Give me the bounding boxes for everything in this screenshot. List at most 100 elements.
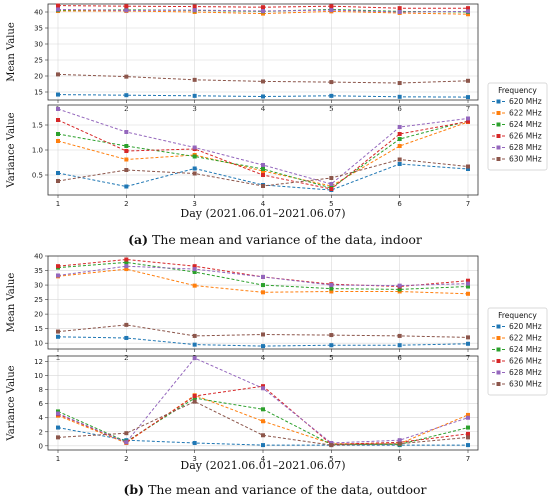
data-point xyxy=(397,137,402,141)
legend-swatch-marker xyxy=(496,370,501,375)
data-point xyxy=(56,107,60,111)
data-point xyxy=(329,187,334,191)
y-tick-label: 6 xyxy=(39,400,44,408)
legend-swatch-marker xyxy=(496,336,501,340)
x-tick-label: 6 xyxy=(397,455,402,463)
data-point xyxy=(56,139,60,143)
y-axis-label: Variance Value xyxy=(6,112,17,188)
data-point xyxy=(124,431,129,436)
data-point xyxy=(261,344,265,349)
data-point xyxy=(192,283,197,288)
data-point xyxy=(397,125,402,129)
data-point xyxy=(56,435,60,440)
data-point xyxy=(329,286,334,291)
data-point xyxy=(56,179,60,183)
data-point xyxy=(56,7,60,12)
y-axis-label: Variance Value xyxy=(6,365,17,441)
data-point xyxy=(466,425,470,430)
data-point xyxy=(124,74,129,79)
data-point xyxy=(261,384,265,389)
figure-a: 15 20 25 30 35 40 1 2 3 4 5 6 7 Mean Value 0.5 1.0 1.5 1 2… xyxy=(6,3,548,247)
data-point xyxy=(124,260,129,265)
data-point xyxy=(56,3,60,8)
data-point xyxy=(56,425,60,430)
legend-label: 622 MHz xyxy=(509,109,542,118)
data-point xyxy=(329,443,334,448)
data-point xyxy=(261,433,265,438)
data-point xyxy=(466,415,470,420)
series-626-mhz xyxy=(56,3,470,11)
data-point xyxy=(56,273,60,278)
data-point xyxy=(124,184,129,189)
legend-swatch-marker xyxy=(496,359,501,363)
y-tick-label: 40 xyxy=(34,253,43,261)
data-point xyxy=(466,116,470,121)
data-point xyxy=(261,163,265,167)
series-630-mhz xyxy=(56,399,470,448)
y-tick-label: 20 xyxy=(34,311,43,319)
data-point xyxy=(56,264,60,269)
x-tick-label: 3 xyxy=(192,200,196,208)
data-point xyxy=(261,5,265,10)
legend-title: Frequency xyxy=(498,86,537,95)
caption-text: The mean and variance of the data, indoo… xyxy=(148,232,422,247)
caption-letter: (b) xyxy=(124,482,145,497)
data-point xyxy=(397,283,402,288)
series-628-mhz xyxy=(56,356,470,445)
data-point xyxy=(329,182,334,186)
data-point xyxy=(397,157,402,162)
panel-b-mean: 101520253035401234567Mean Value xyxy=(6,253,479,362)
y-tick-label: 15 xyxy=(34,89,43,97)
data-point xyxy=(397,94,402,99)
data-point xyxy=(192,93,197,98)
series-620-mhz xyxy=(56,334,470,349)
data-point xyxy=(56,411,60,416)
legend-box xyxy=(487,82,548,171)
legend: Frequency 620 MHz 622 MHz 624 MHz 626 MHz 628… xyxy=(487,307,548,396)
data-point xyxy=(466,9,470,14)
data-point xyxy=(192,269,197,274)
x-tick-label: 3 xyxy=(192,455,196,463)
data-point xyxy=(261,290,265,295)
data-point xyxy=(261,79,265,84)
data-point xyxy=(192,440,197,445)
y-tick-label: 8 xyxy=(39,386,43,394)
data-point xyxy=(124,264,129,269)
data-point xyxy=(124,168,129,172)
data-point xyxy=(192,396,197,401)
data-point xyxy=(124,144,129,148)
y-tick-label: 10 xyxy=(34,340,43,348)
y-tick-label: 2 xyxy=(39,428,43,436)
data-point xyxy=(124,257,129,262)
data-point xyxy=(124,8,129,13)
data-point xyxy=(329,8,334,13)
data-point xyxy=(329,80,334,85)
data-point xyxy=(192,399,197,404)
x-tick-label: 4 xyxy=(261,455,266,463)
data-point xyxy=(192,166,197,171)
data-point xyxy=(329,343,334,348)
data-point xyxy=(466,78,470,83)
data-point xyxy=(397,438,402,443)
caption-text: The mean and variance of the data, outdo… xyxy=(144,482,426,497)
legend-box xyxy=(487,307,548,396)
data-point xyxy=(329,289,334,294)
data-point xyxy=(397,441,402,446)
data-point xyxy=(466,119,470,124)
x-tick-label: 5 xyxy=(329,455,333,463)
figure-caption: (a) The mean and variance of the data, i… xyxy=(128,232,422,247)
data-point xyxy=(329,4,334,9)
data-point xyxy=(192,154,197,159)
legend-label: 620 MHz xyxy=(509,322,542,331)
y-tick-label: 10 xyxy=(34,372,43,380)
data-point xyxy=(192,333,197,338)
legend-label: 626 MHz xyxy=(509,132,542,141)
y-tick-label: 4 xyxy=(39,414,44,422)
data-point xyxy=(397,132,402,136)
legend-swatch-marker xyxy=(496,347,501,352)
data-point xyxy=(466,412,470,417)
figure-b: 101520253035401234567Mean Value024681012… xyxy=(6,253,548,497)
series-628-mhz xyxy=(56,7,470,14)
y-axis-label: Mean Value xyxy=(6,273,17,333)
legend-label: 630 MHz xyxy=(509,155,542,164)
